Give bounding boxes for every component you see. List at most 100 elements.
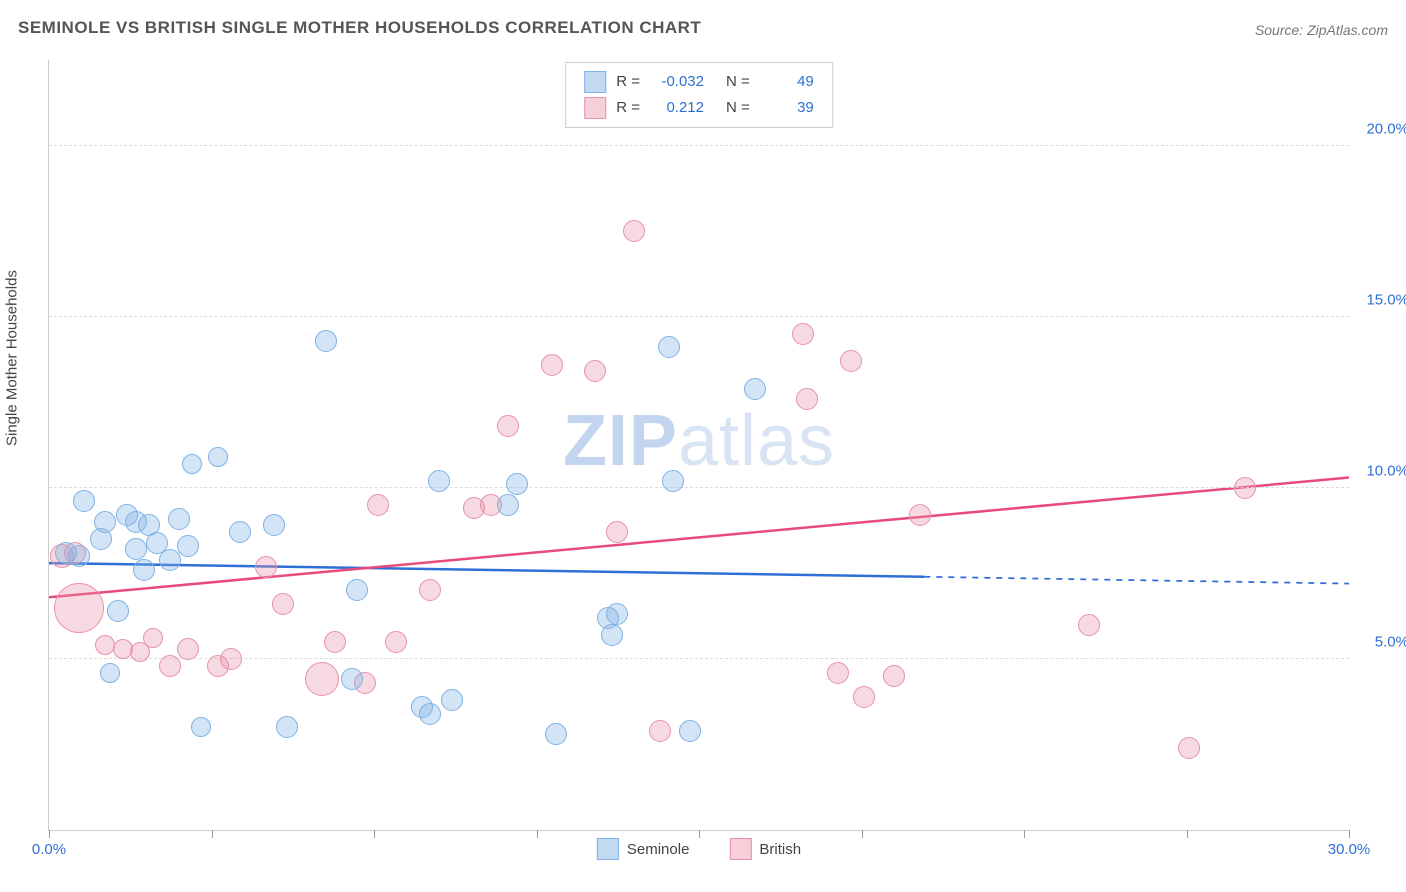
legend-row: R =-0.032N =49 (584, 69, 814, 95)
scatter-point-british (143, 628, 163, 648)
scatter-point-seminole (428, 470, 450, 492)
scatter-point-british (909, 504, 931, 526)
scatter-point-seminole (545, 723, 567, 745)
scatter-point-british (177, 638, 199, 660)
legend-swatch (584, 97, 606, 119)
y-tick-label: 5.0% (1375, 633, 1406, 650)
scatter-point-british (54, 583, 104, 633)
legend-r-value: -0.032 (650, 69, 704, 95)
scatter-point-seminole (497, 494, 519, 516)
y-tick-label: 15.0% (1366, 291, 1406, 308)
scatter-point-british (584, 360, 606, 382)
scatter-point-british (792, 323, 814, 345)
x-tick (1187, 830, 1188, 838)
scatter-point-british (497, 415, 519, 437)
legend-n-label: N = (726, 95, 750, 121)
scatter-point-british (220, 648, 242, 670)
gridline-h (49, 658, 1349, 659)
scatter-point-seminole (73, 490, 95, 512)
y-tick-label: 20.0% (1366, 120, 1406, 137)
scatter-point-seminole (346, 579, 368, 601)
scatter-point-british (840, 350, 862, 372)
scatter-point-seminole (662, 470, 684, 492)
scatter-point-british (1178, 737, 1200, 759)
x-tick-label: 0.0% (32, 841, 66, 858)
scatter-point-seminole (229, 521, 251, 543)
scatter-point-seminole (419, 703, 441, 725)
source-attribution: Source: ZipAtlas.com (1255, 22, 1388, 38)
gridline-h (49, 487, 1349, 488)
scatter-point-british (623, 220, 645, 242)
scatter-point-british (255, 556, 277, 578)
legend-n-value: 39 (760, 95, 814, 121)
scatter-point-british (606, 521, 628, 543)
scatter-point-british (272, 593, 294, 615)
scatter-point-seminole (125, 538, 147, 560)
scatter-point-british (419, 579, 441, 601)
scatter-point-seminole (506, 473, 528, 495)
legend-swatch (584, 71, 606, 93)
scatter-point-seminole (191, 717, 211, 737)
legend-row: R =0.212N =39 (584, 95, 814, 121)
gridline-h (49, 316, 1349, 317)
scatter-point-british (796, 388, 818, 410)
scatter-point-seminole (94, 511, 116, 533)
scatter-point-seminole (276, 716, 298, 738)
x-tick (49, 830, 50, 838)
scatter-point-british (827, 662, 849, 684)
scatter-point-seminole (133, 559, 155, 581)
scatter-point-seminole (606, 603, 628, 625)
trend-line (49, 563, 924, 577)
scatter-point-seminole (315, 330, 337, 352)
scatter-point-british (853, 686, 875, 708)
scatter-point-british (305, 662, 339, 696)
x-tick (537, 830, 538, 838)
y-tick-label: 10.0% (1366, 462, 1406, 479)
series-legend: Seminole British (597, 838, 801, 860)
gridline-h (49, 145, 1349, 146)
plot-area: ZIPatlas R =-0.032N =49R =0.212N =39 Sem… (48, 60, 1349, 831)
legend-item: British (729, 838, 801, 860)
scatter-point-seminole (744, 378, 766, 400)
scatter-point-seminole (441, 689, 463, 711)
scatter-point-seminole (658, 336, 680, 358)
chart-title: SEMINOLE VS BRITISH SINGLE MOTHER HOUSEH… (18, 18, 701, 38)
x-tick (699, 830, 700, 838)
scatter-point-seminole (107, 600, 129, 622)
scatter-point-british (367, 494, 389, 516)
scatter-point-seminole (263, 514, 285, 536)
scatter-point-british (883, 665, 905, 687)
legend-label: Seminole (627, 841, 690, 858)
scatter-point-british (1078, 614, 1100, 636)
scatter-point-seminole (208, 447, 228, 467)
x-tick (212, 830, 213, 838)
scatter-point-british (1234, 477, 1256, 499)
legend-n-value: 49 (760, 69, 814, 95)
scatter-point-seminole (182, 454, 202, 474)
x-tick (1024, 830, 1025, 838)
x-tick (862, 830, 863, 838)
x-tick-label: 30.0% (1328, 841, 1371, 858)
x-tick (1349, 830, 1350, 838)
trend-line (924, 577, 1349, 584)
trend-lines (49, 60, 1349, 830)
y-axis-label: Single Mother Households (4, 270, 21, 446)
scatter-point-seminole (168, 508, 190, 530)
chart-container: SEMINOLE VS BRITISH SINGLE MOTHER HOUSEH… (0, 0, 1406, 892)
scatter-point-seminole (100, 663, 120, 683)
scatter-point-seminole (68, 545, 90, 567)
scatter-point-british (159, 655, 181, 677)
scatter-point-seminole (177, 535, 199, 557)
scatter-point-seminole (341, 668, 363, 690)
x-tick (374, 830, 375, 838)
scatter-point-seminole (679, 720, 701, 742)
scatter-point-british (649, 720, 671, 742)
scatter-point-seminole (601, 624, 623, 646)
legend-r-label: R = (616, 95, 640, 121)
legend-swatch (597, 838, 619, 860)
legend-swatch (729, 838, 751, 860)
legend-label: British (759, 841, 801, 858)
legend-n-label: N = (726, 69, 750, 95)
legend-item: Seminole (597, 838, 690, 860)
scatter-point-british (324, 631, 346, 653)
